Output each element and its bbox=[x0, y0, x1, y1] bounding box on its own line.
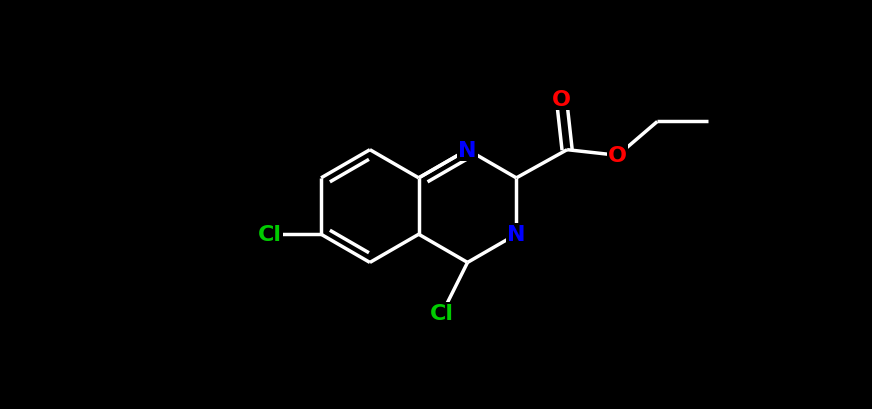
Text: O: O bbox=[552, 90, 571, 110]
Text: N: N bbox=[459, 140, 477, 160]
Text: N: N bbox=[508, 225, 526, 245]
Text: O: O bbox=[609, 146, 627, 166]
Text: Cl: Cl bbox=[430, 303, 454, 324]
Text: Cl: Cl bbox=[258, 225, 283, 245]
